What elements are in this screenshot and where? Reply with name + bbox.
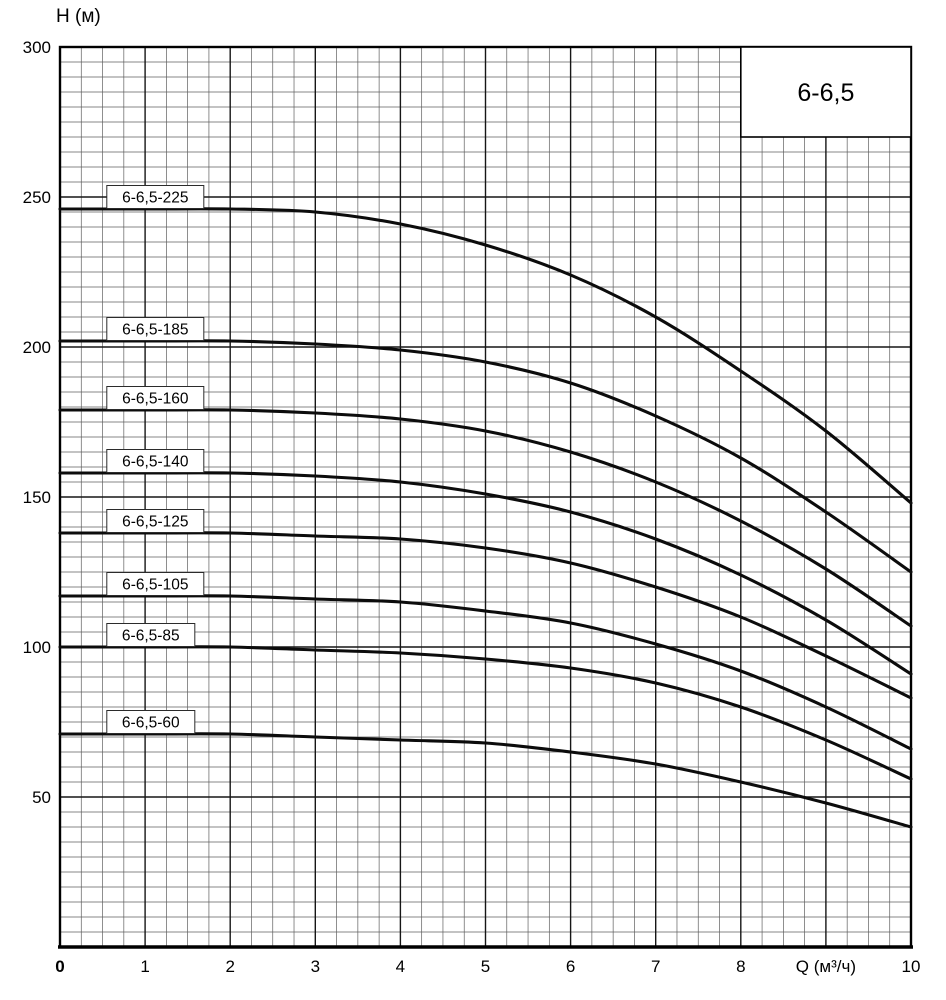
x-tick-label: 6	[566, 957, 575, 976]
curve-label-box	[106, 317, 205, 341]
series-title-box: 6-6,5	[739, 46, 912, 138]
pump-curve-6-6,5-85	[58, 645, 913, 781]
pump-curve-6-6,5-60	[58, 732, 913, 829]
pump-curve-6-6,5-225	[58, 207, 913, 505]
x-tick-label: 4	[396, 957, 405, 976]
y-tick-labels: 300 250 200 150 100 50	[23, 38, 51, 807]
curve-label: 6-6,5-60	[122, 715, 180, 732]
curve-label: 6-6,5-185	[122, 322, 188, 339]
pump-curve-6-6,5-140	[58, 471, 913, 676]
pump-curve-6-6,5-185	[58, 339, 913, 574]
curve-label: 6-6,5-225	[122, 190, 188, 207]
curve-label-box	[106, 386, 205, 410]
curve-label-box	[106, 449, 205, 473]
x-tick-label: 5	[481, 957, 490, 976]
y-tick-label: 300	[23, 38, 51, 57]
y-tick-label: 50	[32, 788, 51, 807]
curve-labels: 6-6,5-225 6-6,5-185 6-6,5-160 6-6,5-140 6-6,…	[106, 185, 205, 734]
x-tick-label: 0	[55, 957, 64, 976]
y-tick-label: 150	[23, 488, 51, 507]
pump-curve-6-6,5-160	[58, 408, 913, 628]
x-tick-label: Q (м³/ч)	[796, 957, 856, 976]
curve-label: 6-6,5-125	[122, 514, 188, 531]
x-tick-label: 7	[651, 957, 660, 976]
curve-label: 6-6,5-85	[122, 628, 180, 645]
curve-label: 6-6,5-160	[122, 391, 189, 408]
curve-label-box	[106, 572, 205, 596]
x-tick-label: 2	[225, 957, 234, 976]
x-tick-label: 3	[311, 957, 320, 976]
x-tick-label: 8	[736, 957, 745, 976]
pump-curve-6-6,5-125	[58, 531, 913, 700]
grid-major	[60, 47, 911, 947]
curve-label: 6-6,5-105	[122, 577, 188, 594]
y-tick-label: 100	[23, 638, 51, 657]
y-tick-label: 200	[23, 338, 51, 357]
pump-curve-6-6,5-105	[58, 594, 913, 751]
x-tick-label: 1	[140, 957, 149, 976]
curve-label-box	[106, 185, 205, 209]
y-tick-label: 250	[23, 188, 51, 207]
x-tick-label: 10	[902, 957, 921, 976]
curve-label-box	[106, 509, 205, 533]
y-axis-title: H (м)	[56, 6, 101, 27]
pump-curves	[58, 207, 913, 829]
x-tick-labels: 0 1 2 3 4 5 6 7 8 Q (м³/ч) 10	[55, 957, 920, 976]
series-title-label: 6-6,5	[797, 79, 854, 107]
curve-label: 6-6,5-140	[122, 454, 189, 471]
curve-label-box	[106, 623, 196, 647]
curve-label-box	[106, 710, 196, 734]
